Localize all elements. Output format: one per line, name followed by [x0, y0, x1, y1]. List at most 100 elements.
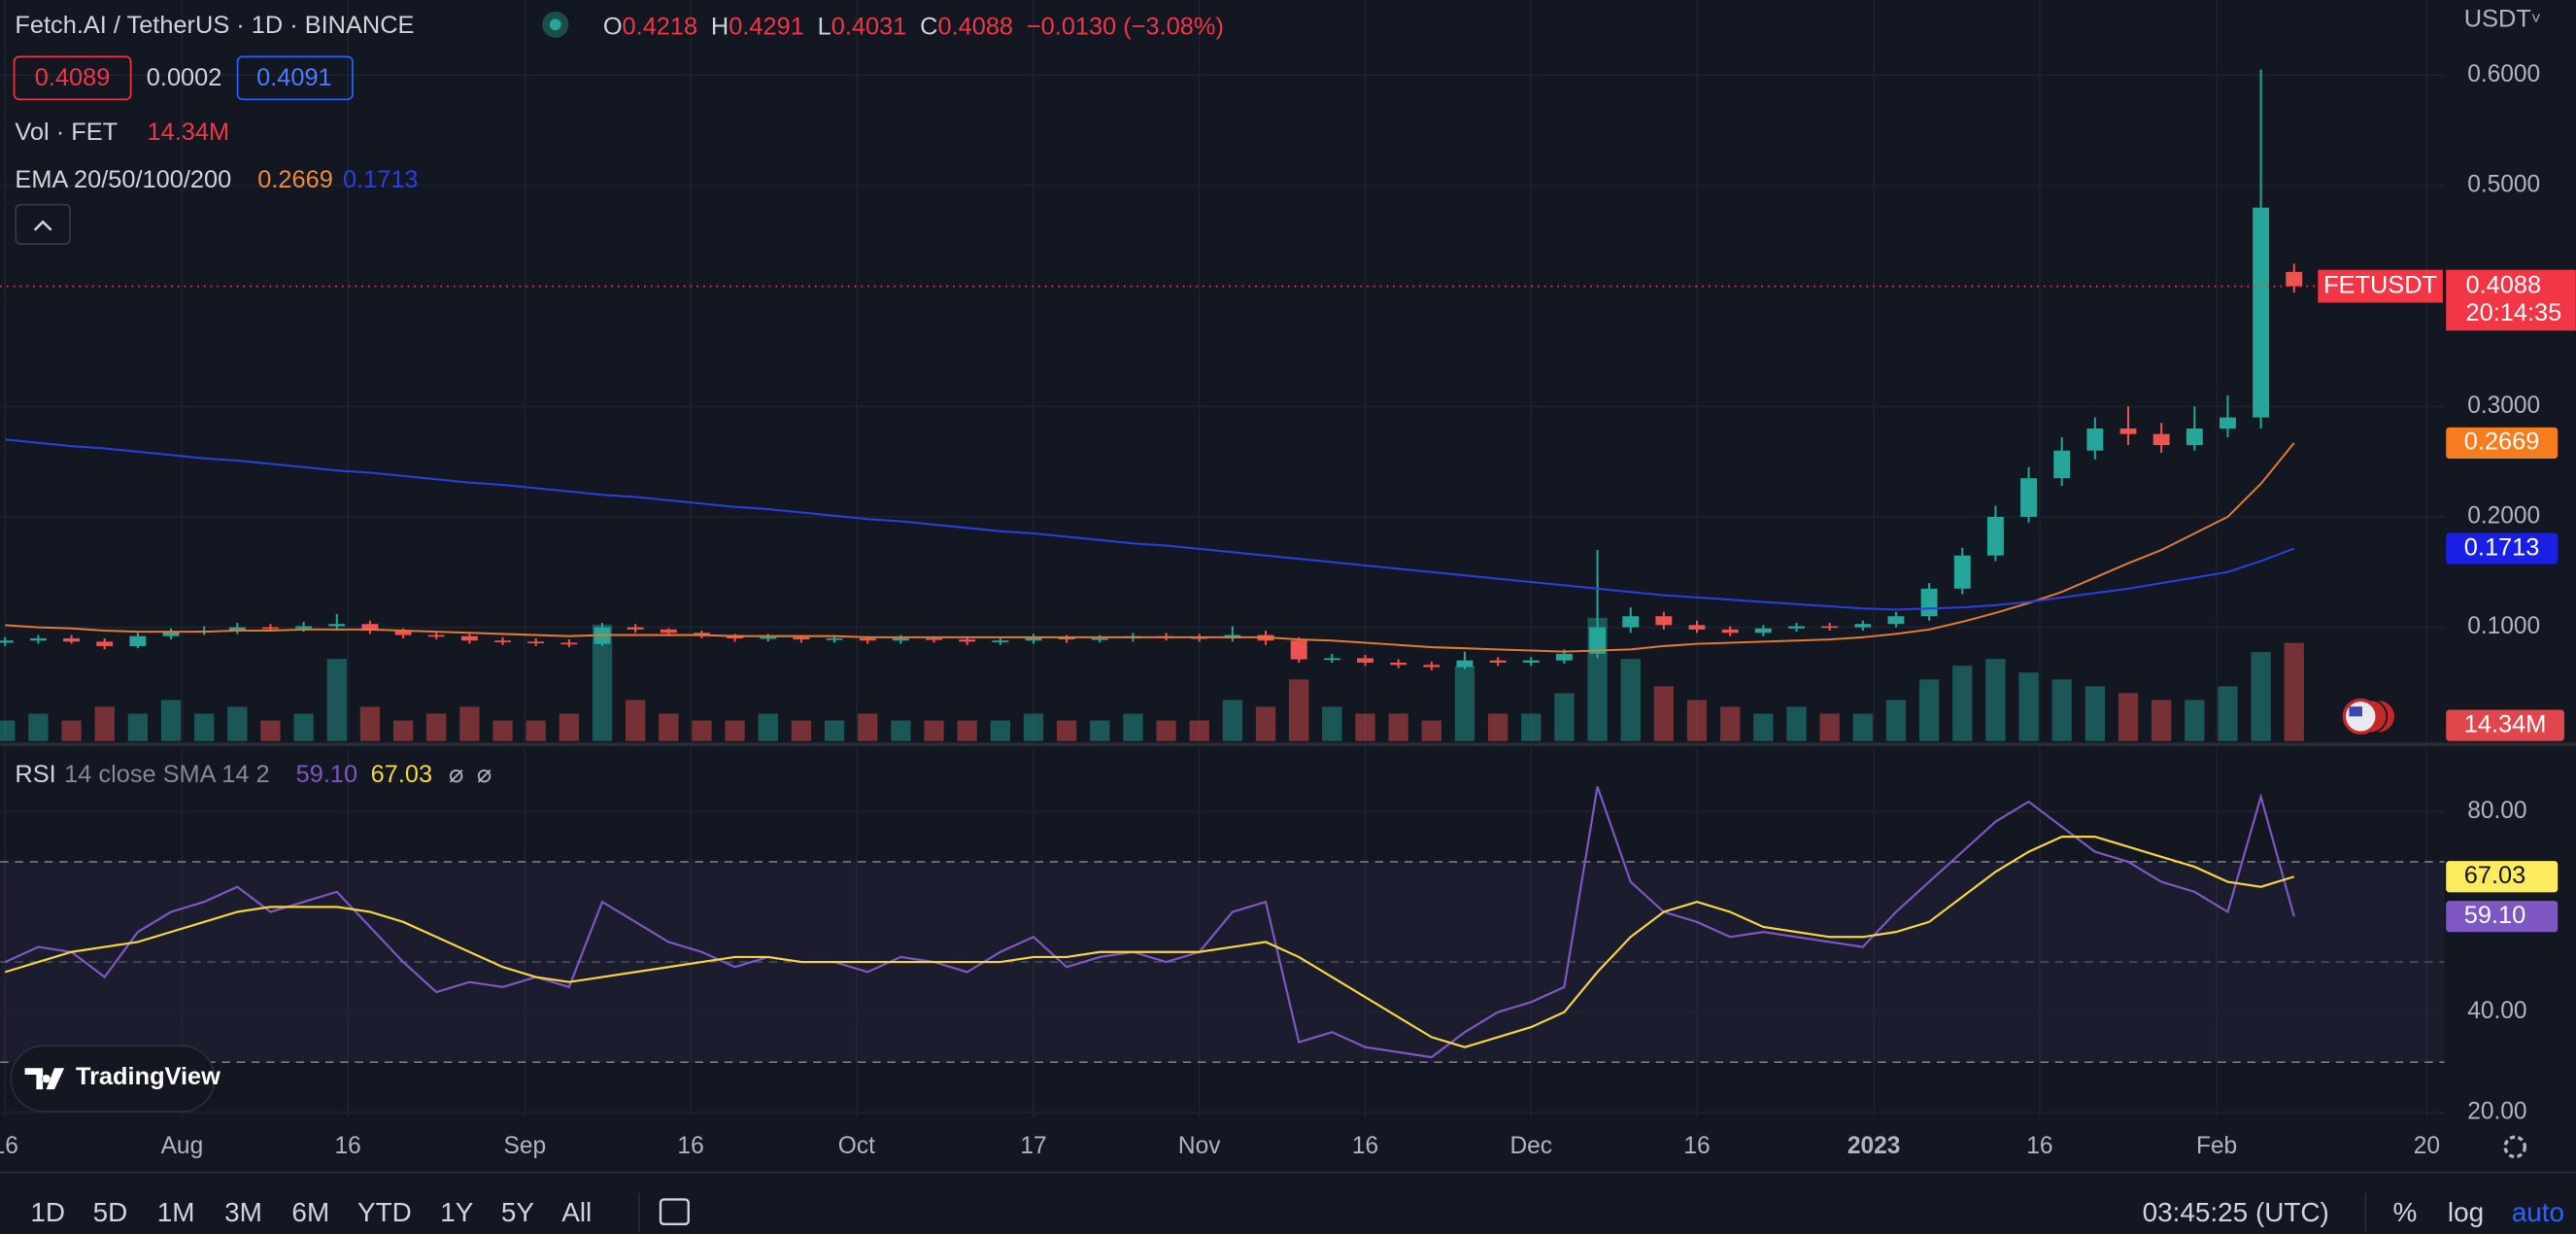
candle-body — [361, 624, 379, 632]
calendar-icon[interactable] — [659, 1198, 690, 1226]
y-tick-label: 40.00 — [2467, 998, 2526, 1024]
ohlc-value: 0.4291 — [729, 13, 804, 40]
volume-bar — [592, 624, 613, 741]
ema-line — [5, 438, 2295, 611]
y-tick-label: 0.5000 — [2467, 171, 2540, 197]
currency[interactable]: USDT˅ — [2464, 5, 2541, 32]
volume-bar — [94, 706, 115, 741]
candle-body — [2253, 207, 2270, 418]
ohlc-value: 0.4088 — [937, 13, 1013, 40]
candle-body — [826, 637, 843, 640]
collapse-button[interactable] — [15, 203, 71, 245]
price-tag-text: 0.4088 — [2466, 271, 2542, 298]
candle-body — [1323, 658, 1340, 661]
ask[interactable]: 0.4091 — [256, 64, 332, 91]
rsi-sma-value: 67.03 — [371, 761, 432, 788]
x-tick-label: Sep — [504, 1133, 547, 1159]
scale-option[interactable]: auto — [2512, 1197, 2564, 1227]
volume-bar — [1720, 706, 1741, 741]
range-button[interactable]: 1M — [157, 1197, 195, 1227]
volume-tag-text: 14.34M — [2464, 710, 2547, 737]
candle-body — [793, 636, 810, 640]
volume-bar — [891, 720, 911, 741]
logo-text[interactable]: TradingView — [76, 1063, 220, 1090]
ema-tag — [2446, 427, 2559, 459]
candle-body — [328, 624, 346, 627]
candle-body — [1887, 616, 1905, 625]
candle-body — [1788, 626, 1805, 629]
range-button[interactable]: 1D — [30, 1197, 65, 1227]
range-button[interactable]: 5D — [93, 1197, 128, 1227]
x-tick-label: 16 — [335, 1133, 361, 1159]
volume-bar — [492, 720, 513, 741]
ema-value: 0.1713 — [343, 166, 419, 193]
clock[interactable]: 03:45:25 (UTC) — [2143, 1197, 2329, 1227]
bid[interactable]: 0.4089 — [35, 64, 111, 91]
candle-body — [959, 639, 976, 642]
change: −0.0130 (−3.08%) — [1027, 13, 1224, 40]
candle-body — [29, 637, 47, 641]
range-button[interactable]: 1Y — [440, 1197, 473, 1227]
volume-bar — [559, 713, 579, 741]
candle-body — [1821, 626, 1839, 629]
volume-bar — [1885, 700, 1907, 741]
volume-bar — [2118, 693, 2139, 741]
volume-bar — [2085, 686, 2105, 741]
candle-body — [1688, 625, 1706, 630]
x-tick-label: 17 — [1020, 1133, 1046, 1159]
volume-bar — [2018, 672, 2039, 741]
ema-name: EMA 20/50/100/200 — [15, 166, 231, 193]
logo-badge[interactable] — [10, 1045, 216, 1113]
bid-box[interactable] — [13, 55, 132, 101]
candle-body — [2286, 271, 2303, 287]
symbol-tag-text: FETUSDT — [2323, 271, 2437, 298]
candle-body — [1622, 616, 1640, 628]
volume-bar — [725, 720, 745, 741]
x-tick-label: 16 — [1683, 1133, 1710, 1159]
status-dot — [549, 18, 561, 31]
volume-bar — [692, 720, 712, 741]
candle-body — [295, 626, 313, 629]
rsi-legend: RSI 14 close SMA 14 2 59.10 67.03 ⌀ ⌀ — [15, 761, 491, 788]
range-button[interactable]: YTD — [357, 1197, 412, 1227]
candle-body — [1357, 658, 1373, 663]
range-button[interactable]: 6M — [291, 1197, 329, 1227]
volume-bar — [326, 659, 347, 741]
volume-bar — [1289, 679, 1309, 741]
settings-icon[interactable] — [2503, 1135, 2527, 1159]
x-tick-label: 20 — [2414, 1133, 2440, 1159]
scale-option[interactable]: log — [2448, 1197, 2484, 1227]
rsi-sma-tag — [2446, 861, 2559, 893]
x-tick-label: Aug — [161, 1133, 204, 1159]
candle-body — [63, 637, 81, 642]
candle-body — [660, 629, 677, 634]
candle-body — [2119, 428, 2137, 434]
candle-body — [926, 637, 942, 640]
rsi-params: 14 close SMA 14 2 — [64, 761, 269, 788]
rsi-extra: ⌀ — [449, 761, 463, 788]
x-tick-label: Feb — [2196, 1133, 2237, 1159]
range-button[interactable]: All — [561, 1197, 592, 1227]
volume-bar — [957, 720, 977, 741]
currency-label[interactable]: USDT — [2464, 5, 2531, 32]
scale-option[interactable]: % — [2393, 1197, 2418, 1227]
rsi-extra: ⌀ — [477, 761, 491, 788]
volume-bar — [824, 720, 845, 741]
volume-bar — [260, 720, 281, 741]
volume-bar — [1786, 706, 1807, 741]
logo-icon — [24, 1068, 65, 1090]
candle-body — [694, 633, 710, 635]
volume-bar — [1653, 686, 1675, 741]
chevron: ˅ — [2531, 10, 2541, 28]
ask-box[interactable] — [236, 55, 354, 101]
rsi-tag — [2446, 901, 2559, 933]
volume-bar — [194, 713, 215, 741]
range-button[interactable]: 5Y — [501, 1197, 534, 1227]
volume-bar — [1753, 713, 1774, 741]
volume-bar — [2152, 700, 2172, 741]
range-button[interactable]: 3M — [224, 1197, 262, 1227]
candle-body — [1754, 628, 1772, 634]
volume-bar — [293, 713, 314, 741]
